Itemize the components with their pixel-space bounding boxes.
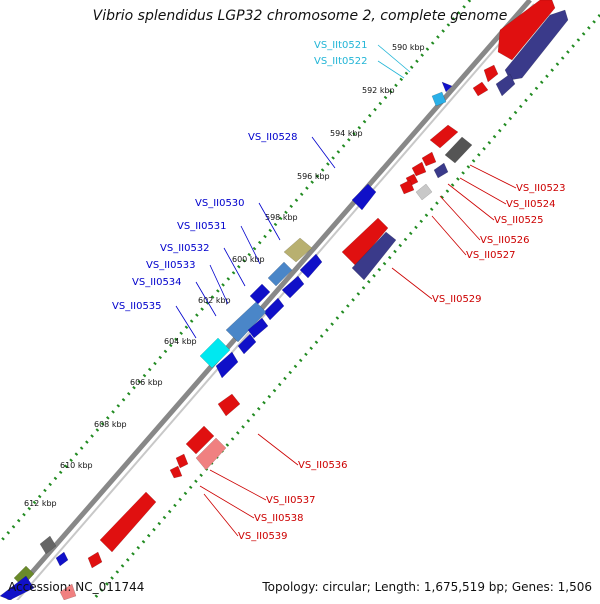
kbp-tick-label: 590 kbp (392, 43, 425, 52)
right-gene-label: VS_II0525 (494, 215, 544, 226)
kbp-tick-label: 594 kbp (330, 129, 363, 138)
outer-tick-track (0, 0, 472, 545)
right-gene-label: VS_II0529 (432, 294, 482, 305)
gene-arrow (99, 491, 157, 553)
gene-arrow (263, 297, 285, 321)
gene-arrow (225, 301, 267, 343)
leader-line (311, 136, 336, 169)
gene-arrow (341, 217, 389, 267)
right-gene-label: VS_II0536 (298, 460, 348, 471)
gene-arrow (283, 237, 313, 263)
leader-line (377, 60, 405, 79)
kbp-tick-label: 602 kbp (198, 296, 231, 305)
gene-arrow (281, 275, 305, 299)
leader-line (199, 485, 255, 519)
leader-line (439, 195, 481, 241)
gene-arrow (87, 551, 103, 569)
gene-arrow (185, 425, 215, 455)
right-gene-label: VS_II0539 (238, 531, 288, 542)
gene-arrow (237, 333, 257, 355)
left-gene-label: VS_II0530 (195, 198, 245, 209)
leader-line (203, 493, 239, 537)
gene-arrow (215, 351, 239, 379)
leader-line (258, 202, 281, 241)
gene-arrow (472, 81, 489, 97)
gene-arrow (444, 136, 473, 164)
gene-arrow (267, 261, 293, 287)
gene-arrow (199, 337, 231, 369)
gene-arrow (195, 437, 227, 471)
gene-arrow (483, 64, 499, 83)
gene-arrow (411, 161, 427, 177)
kbp-tick-label: 608 kbp (94, 420, 127, 429)
left-gene-label: VS_IIt0522 (314, 56, 367, 67)
gene-arrow (39, 535, 57, 555)
gene-arrow (59, 583, 77, 601)
leader-line (391, 267, 433, 300)
gene-arrow (399, 179, 415, 195)
leader-line (209, 264, 229, 305)
left-gene-label: VS_II0532 (160, 243, 210, 254)
leader-line (469, 164, 517, 189)
gene-arrow (431, 91, 447, 107)
gene-arrow (351, 231, 397, 281)
gene-arrow (299, 253, 323, 279)
left-gene-label: VS_II0531 (177, 221, 227, 232)
kbp-tick-label: 598 kbp (265, 213, 298, 222)
gene-arrow (55, 551, 69, 567)
kbp-tick-label: 596 kbp (297, 172, 330, 181)
gene-arrow (175, 453, 189, 469)
left-gene-label: VS_IIt0521 (314, 40, 367, 51)
left-gene-label: VS_II0535 (112, 301, 162, 312)
kbp-tick-label: 604 kbp (164, 337, 197, 346)
gene-arrow (351, 183, 377, 211)
leader-line (431, 215, 467, 256)
leader-line (257, 433, 299, 466)
right-gene-label: VS_II0526 (480, 235, 530, 246)
gene-arrow (429, 124, 459, 149)
left-gene-label: VS_II0534 (132, 277, 182, 288)
kbp-tick-label: 610 kbp (60, 461, 93, 470)
leader-line (447, 183, 495, 221)
right-gene-label: VS_II0538 (254, 513, 304, 524)
right-gene-label: VS_II0523 (516, 183, 566, 194)
leader-line (209, 469, 267, 501)
left-gene-label: VS_II0533 (146, 260, 196, 271)
gene-arrow (247, 317, 269, 339)
left-gene-label: VS_II0528 (248, 132, 298, 143)
gene-arrow (497, 0, 556, 61)
right-gene-label: VS_II0524 (506, 199, 556, 210)
leader-line (175, 305, 197, 339)
kbp-tick-label: 612 kbp (24, 499, 57, 508)
leader-line (377, 44, 411, 73)
gene-arrow (217, 393, 241, 417)
gene-arrow (495, 73, 516, 97)
leader-line (223, 247, 246, 287)
right-gene-label: VS_II0537 (266, 495, 316, 506)
gene-arrow (0, 575, 35, 601)
gene-arrow (415, 183, 433, 201)
kbp-tick-label: 600 kbp (232, 255, 265, 264)
kbp-tick-label: 606 kbp (130, 378, 163, 387)
kbp-tick-label: 592 kbp (362, 86, 395, 95)
map-title: Vibrio splendidus LGP32 chromosome 2, co… (92, 8, 508, 24)
right-gene-label: VS_II0527 (466, 250, 516, 261)
gene-arrow (441, 81, 453, 93)
accession-text: Accession: NC_011744 (8, 580, 145, 594)
leader-line (195, 281, 217, 317)
gene-arrow (421, 151, 437, 167)
gene-arrow (433, 162, 449, 179)
leader-line (240, 225, 261, 265)
gene-arrow (169, 465, 183, 479)
leader-line (459, 177, 507, 205)
genome-summary-text: Topology: circular; Length: 1,675,519 bp… (262, 580, 592, 594)
gene-arrow (249, 283, 271, 305)
